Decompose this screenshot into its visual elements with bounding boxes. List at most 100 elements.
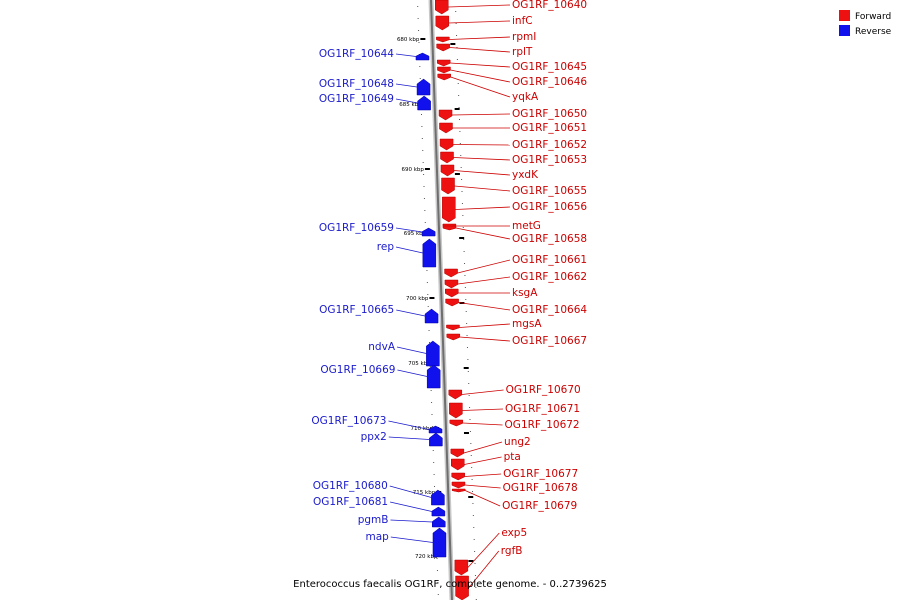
forward-gene-label[interactable]: OG1RF_10653 [512, 154, 587, 166]
reverse-gene-label[interactable]: ndvA [368, 341, 396, 353]
reverse-gene-arrow[interactable] [417, 95, 431, 111]
reverse-gene-arrow[interactable] [431, 506, 446, 517]
forward-gene-label[interactable]: infC [512, 15, 533, 27]
forward-gene-label[interactable]: OG1RF_10670 [506, 384, 581, 396]
reverse-gene-arrow[interactable] [424, 308, 439, 324]
forward-gene-label[interactable]: OG1RF_10678 [503, 482, 578, 494]
reverse-gene-label[interactable]: pgmB [358, 514, 389, 526]
forward-gene-arrow[interactable] [451, 488, 466, 493]
forward-gene-arrow[interactable] [440, 151, 454, 164]
reverse-gene-label[interactable]: OG1RF_10665 [319, 304, 394, 316]
forward-gene-label[interactable]: rpmI [512, 31, 536, 43]
tick-mark [463, 367, 469, 369]
reverse-gene-label[interactable]: OG1RF_10649 [319, 93, 394, 105]
forward-gene-label[interactable]: OG1RF_10656 [512, 201, 587, 213]
forward-gene-arrow[interactable] [436, 43, 450, 52]
axis-dot [463, 239, 465, 240]
forward-gene-label[interactable]: rplT [512, 46, 533, 58]
reverse-gene-label[interactable]: OG1RF_10681 [313, 496, 388, 508]
forward-gene-arrow[interactable] [450, 448, 465, 458]
forward-gene-arrow[interactable] [451, 458, 465, 471]
reverse-gene-arrow[interactable] [421, 227, 436, 237]
forward-gene-arrow[interactable] [444, 268, 458, 278]
forward-gene-label[interactable]: OG1RF_10664 [512, 304, 587, 316]
reverse-gene-label[interactable]: OG1RF_10644 [319, 48, 394, 60]
reverse-gene-arrow[interactable] [426, 340, 440, 367]
reverse-gene-arrow[interactable] [428, 425, 443, 434]
forward-gene-arrow[interactable] [434, 0, 449, 15]
forward-gene-arrow[interactable] [449, 419, 464, 427]
forward-gene-arrow[interactable] [437, 66, 451, 74]
forward-gene-label[interactable]: metG [512, 220, 541, 232]
reverse-gene-leader [395, 83, 418, 88]
axis-dot [434, 486, 436, 487]
reverse-gene-arrow[interactable] [416, 78, 431, 96]
forward-gene-arrow[interactable] [442, 225, 457, 231]
forward-gene-arrow[interactable] [451, 481, 466, 489]
forward-gene-arrow[interactable] [446, 333, 461, 341]
reverse-gene-label[interactable]: OG1RF_10669 [320, 364, 395, 376]
forward-gene-label[interactable]: OG1RF_10655 [512, 185, 587, 197]
forward-gene-label[interactable]: OG1RF_10662 [512, 271, 587, 283]
forward-gene-label[interactable]: rgfB [501, 545, 523, 557]
reverse-gene-arrow[interactable] [429, 432, 443, 447]
axis-dot [466, 347, 468, 348]
reverse-gene-arrow[interactable] [422, 238, 437, 268]
forward-gene-arrow[interactable] [436, 36, 450, 43]
forward-gene-arrow[interactable] [445, 298, 459, 307]
forward-gene-arrow[interactable] [441, 177, 455, 195]
forward-gene-arrow[interactable] [446, 324, 460, 331]
forward-gene-label[interactable]: OG1RF_10667 [512, 335, 587, 347]
forward-gene-label[interactable]: OG1RF_10646 [512, 76, 587, 88]
forward-gene-arrow[interactable] [455, 575, 469, 600]
forward-gene-label[interactable]: OG1RF_10640 [512, 0, 587, 11]
forward-gene-label[interactable]: OG1RF_10671 [505, 403, 580, 415]
reverse-gene-arrow[interactable] [432, 516, 446, 528]
forward-gene-arrow[interactable] [438, 109, 453, 121]
forward-gene-arrow[interactable] [449, 402, 463, 419]
forward-gene-label[interactable]: ksgA [512, 287, 538, 299]
reverse-gene-label[interactable]: ppx2 [361, 431, 387, 443]
forward-gene-label[interactable]: ung2 [504, 436, 531, 448]
forward-gene-arrow[interactable] [451, 472, 465, 481]
reverse-gene-label[interactable]: OG1RF_10673 [311, 415, 386, 427]
forward-gene-leader [449, 36, 511, 40]
reverse-gene-arrow[interactable] [431, 489, 445, 506]
forward-gene-label[interactable]: OG1RF_10661 [512, 254, 587, 266]
forward-gene-label[interactable]: mgsA [512, 318, 542, 330]
forward-gene-label[interactable]: exp5 [501, 527, 527, 539]
reverse-gene-arrow[interactable] [426, 364, 441, 389]
forward-gene-label[interactable]: OG1RF_10650 [512, 108, 587, 120]
axis-dot [417, 18, 419, 19]
forward-gene-label[interactable]: OG1RF_10652 [512, 139, 587, 151]
forward-gene-label[interactable]: OG1RF_10645 [512, 61, 587, 73]
axis-dot [474, 575, 476, 576]
reverse-gene-label[interactable]: OG1RF_10680 [313, 480, 388, 492]
forward-gene-label[interactable]: pta [504, 451, 521, 463]
forward-gene-label[interactable]: yxdK [512, 169, 539, 181]
forward-gene-label[interactable]: yqkA [512, 91, 539, 103]
forward-gene-label[interactable]: OG1RF_10679 [502, 500, 577, 512]
forward-gene-label[interactable]: OG1RF_10672 [505, 419, 580, 431]
reverse-gene-label[interactable]: OG1RF_10648 [319, 78, 394, 90]
forward-gene-label[interactable]: OG1RF_10677 [503, 468, 578, 480]
reverse-gene-arrow[interactable] [415, 52, 430, 61]
forward-gene-arrow[interactable] [435, 15, 450, 31]
reverse-gene-arrow[interactable] [432, 527, 447, 558]
forward-gene-arrow[interactable] [445, 288, 459, 298]
reverse-gene-label[interactable]: rep [377, 241, 395, 253]
forward-gene-arrow[interactable] [439, 138, 454, 151]
forward-gene-arrow[interactable] [454, 559, 469, 576]
forward-gene-arrow[interactable] [444, 279, 459, 289]
forward-gene-arrow[interactable] [448, 389, 463, 400]
forward-gene-arrow[interactable] [442, 196, 456, 223]
forward-gene-arrow[interactable] [440, 164, 455, 177]
forward-gene-label[interactable]: OG1RF_10651 [512, 122, 587, 134]
reverse-gene-label[interactable]: map [365, 531, 389, 543]
forward-gene-arrow[interactable] [436, 59, 451, 67]
forward-gene-arrow[interactable] [437, 73, 451, 81]
forward-gene-label[interactable]: OG1RF_10658 [512, 233, 587, 245]
forward-gene-arrow[interactable] [439, 122, 453, 134]
reverse-gene-label[interactable]: OG1RF_10659 [319, 222, 394, 234]
legend-reverse-label: Reverse [855, 27, 892, 37]
